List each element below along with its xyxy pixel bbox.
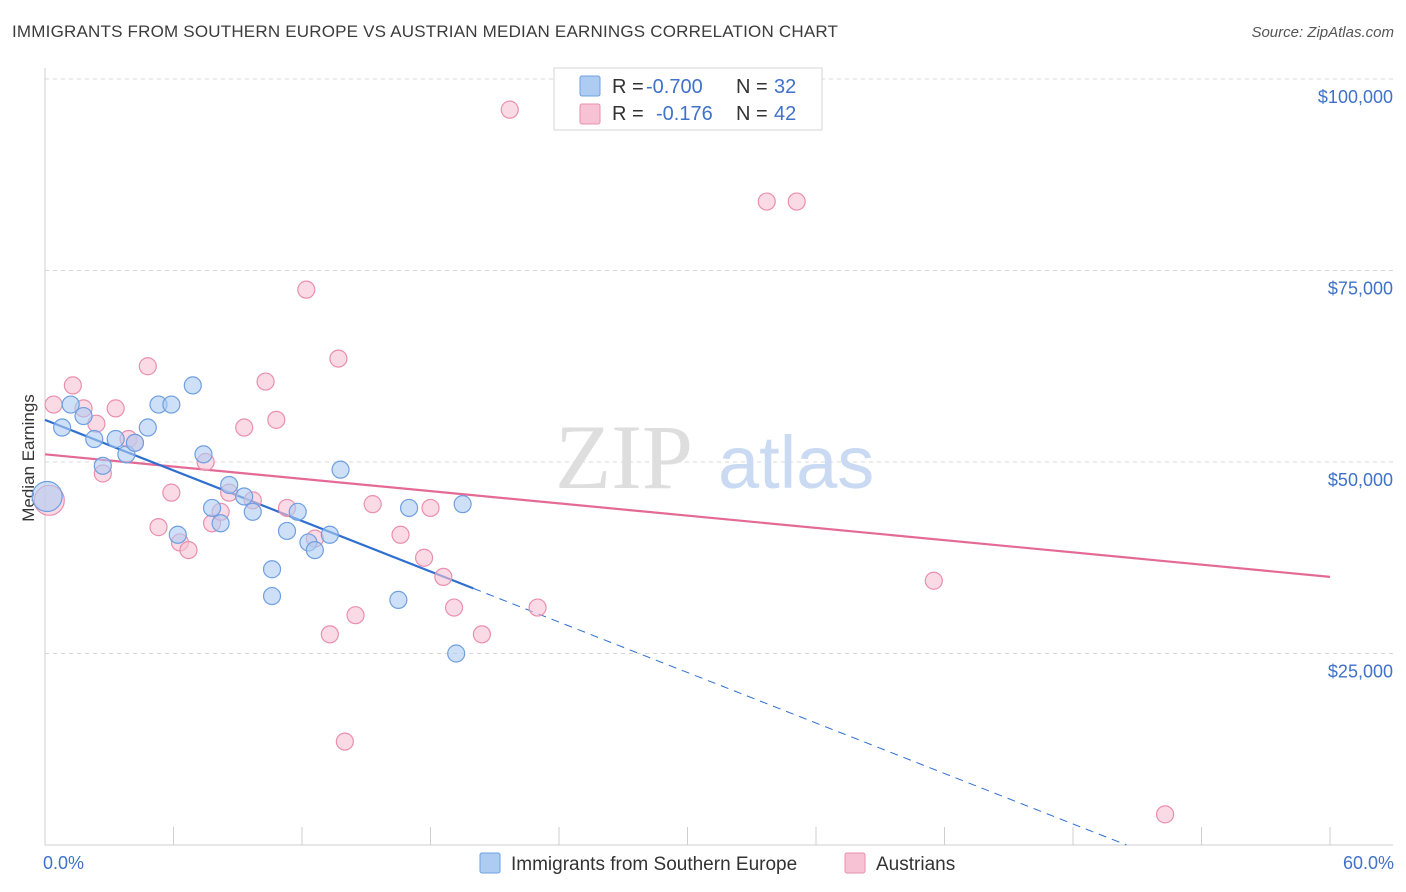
southern-europe-point <box>93 456 112 475</box>
southern-europe-point <box>243 502 262 521</box>
austrians-point <box>162 483 181 502</box>
southern-europe-point <box>262 586 282 606</box>
southern-europe-point <box>168 525 187 544</box>
southern-europe-point <box>389 590 408 609</box>
southern-europe-point <box>262 560 282 579</box>
legend-r-value-blue: -0.700 <box>646 76 703 98</box>
austrians-point <box>528 598 547 617</box>
legend-n-value-blue: 32 <box>774 76 796 98</box>
austrians-point <box>391 525 410 544</box>
legend-r-label-blue: R = <box>612 76 644 98</box>
austrians-point <box>329 349 348 368</box>
southern-europe-point <box>183 376 202 395</box>
y-tick-labels: $25,000 $50,000 $75,000 $100,000 <box>1318 87 1393 682</box>
southern-europe-point <box>220 475 239 495</box>
southern-europe-point <box>61 395 80 414</box>
southern-europe-point <box>125 433 145 452</box>
southern-europe-point <box>331 460 350 479</box>
austrians-point <box>444 598 464 617</box>
y-tick-label: $50,000 <box>1328 470 1393 490</box>
southern-europe-point <box>277 521 297 541</box>
grid-lines <box>45 78 1393 654</box>
southern-europe-point <box>447 644 466 663</box>
austrians-point <box>924 571 943 590</box>
x-tick-min: 0.0% <box>43 853 84 873</box>
source-label: Source: ZipAtlas.com <box>1251 24 1394 41</box>
southern-europe-point <box>106 429 125 449</box>
austrians-point <box>472 625 491 644</box>
y-tick-label: $75,000 <box>1328 279 1393 299</box>
southern-europe-points <box>31 376 472 663</box>
series-legend-swatch-pink <box>844 852 866 874</box>
southern-europe-point <box>211 514 230 533</box>
chart-title: IMMIGRANTS FROM SOUTHERN EUROPE VS AUSTR… <box>12 22 839 41</box>
southern-europe-point <box>31 480 63 513</box>
series-legend: Immigrants from Southern Europe Austrian… <box>479 852 955 875</box>
southern-europe-point <box>53 418 72 437</box>
legend-n-label-blue: N = <box>736 76 768 98</box>
southern-europe-point <box>305 540 324 560</box>
southern-europe-point <box>399 498 419 518</box>
austrians-point <box>63 376 82 395</box>
legend-swatch-pink <box>579 103 601 125</box>
y-tick-label: $100,000 <box>1318 87 1393 107</box>
austrians-point <box>297 280 316 299</box>
x-tick-max: 60.0% <box>1343 853 1394 873</box>
austrians-points <box>33 100 1175 824</box>
southern-europe-point <box>162 395 181 414</box>
austrians-point <box>421 498 440 518</box>
southern-europe-point <box>138 418 157 437</box>
austrians-point <box>434 567 453 587</box>
austrians-point <box>138 357 157 376</box>
austrians-point <box>267 410 286 429</box>
austrians-point <box>44 395 63 414</box>
austrians-point <box>235 418 254 437</box>
austrians-point <box>346 606 365 625</box>
southern-europe-point <box>85 429 104 449</box>
austrians-point <box>757 192 776 211</box>
series-legend-label-blue: Immigrants from Southern Europe <box>511 854 797 875</box>
southern-europe-point <box>453 495 472 514</box>
austrians-point <box>414 548 434 567</box>
stats-legend: R = -0.700 N = 32 R = -0.176 N = 42 <box>553 67 823 131</box>
austrians-point <box>787 192 806 211</box>
legend-r-value-pink: -0.176 <box>656 103 713 125</box>
southern-europe-point <box>202 498 222 518</box>
y-tick-label: $25,000 <box>1328 662 1393 682</box>
austrians-point <box>363 495 382 514</box>
series-legend-swatch-blue <box>479 852 501 874</box>
austrians-trend-line <box>44 453 1331 578</box>
austrians-point <box>179 540 198 560</box>
legend-swatch-blue <box>579 75 601 97</box>
southern-europe-point <box>194 445 213 464</box>
southern-europe-point <box>235 487 254 506</box>
southern-europe-trend-extension <box>473 587 1127 846</box>
austrians-point <box>500 100 519 119</box>
legend-n-value-pink: 42 <box>774 103 796 125</box>
austrians-point <box>149 518 168 537</box>
austrians-point <box>256 372 275 391</box>
southern-europe-point <box>320 525 339 544</box>
legend-r-label-pink: R = <box>612 103 644 125</box>
austrians-point <box>335 732 354 751</box>
southern-europe-point <box>288 502 307 521</box>
legend-n-label-pink: N = <box>736 103 768 125</box>
watermark-zip: ZIP <box>555 406 693 508</box>
x-axis-ticks <box>44 827 1331 845</box>
southern-europe-point <box>74 406 93 426</box>
series-legend-label-pink: Austrians <box>876 854 955 875</box>
austrians-point <box>320 625 339 644</box>
austrians-point <box>106 399 125 418</box>
watermark-atlas: atlas <box>718 421 874 504</box>
austrians-point <box>1155 805 1175 824</box>
